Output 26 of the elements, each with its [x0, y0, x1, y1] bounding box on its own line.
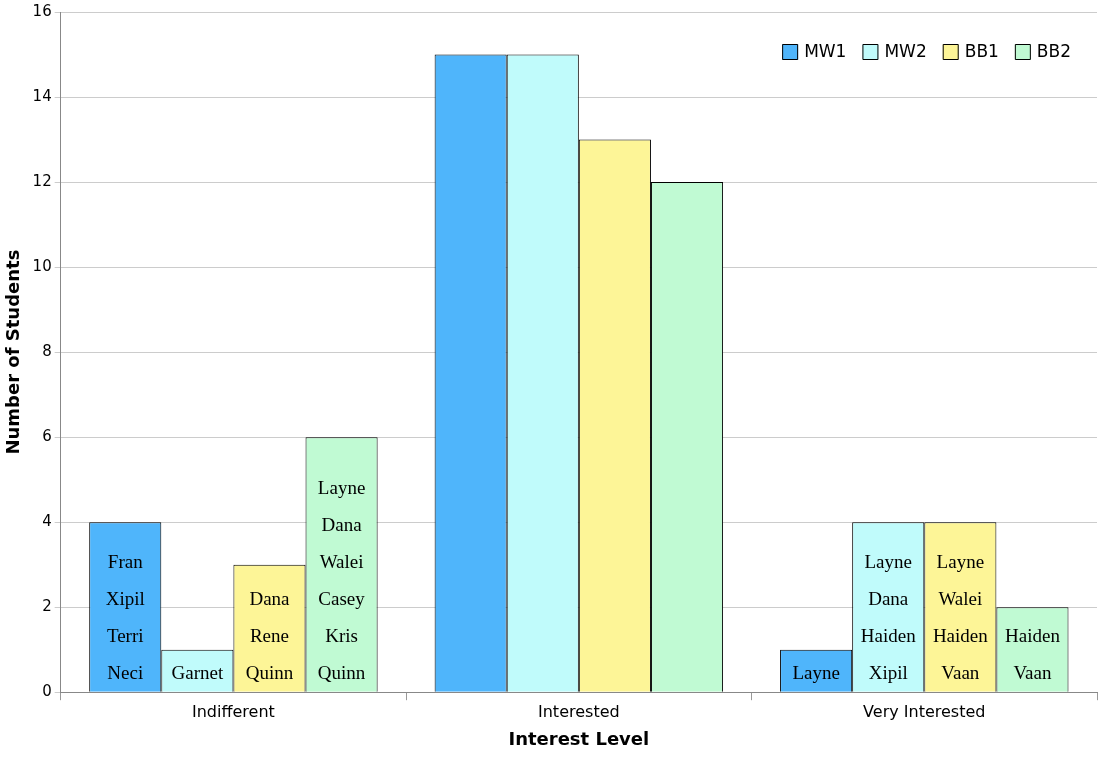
y-tick-label: 16	[32, 1, 52, 20]
y-tick-label: 8	[42, 341, 52, 360]
y-tick-label: 12	[32, 171, 52, 190]
x-tick-label: Interested	[538, 701, 620, 721]
data-label: Garnet	[171, 661, 224, 683]
x-tick-label: Very Interested	[863, 701, 986, 721]
y-tick-label: 0	[42, 682, 52, 701]
data-label: Haiden Vaan	[1005, 624, 1061, 683]
y-tick-label: 4	[42, 512, 52, 531]
y-tick-label: 6	[42, 427, 52, 446]
legend-label: MW2	[884, 41, 927, 62]
data-label: Layne Dana Haiden Xipil	[860, 550, 917, 683]
x-axis-title: Interest Level	[508, 727, 650, 749]
data-label: Dana Rene Quinn	[245, 587, 294, 683]
y-tick-label: 10	[32, 256, 52, 275]
y-tick-label: 2	[42, 597, 52, 616]
data-label: Layne	[792, 661, 840, 683]
legend-label: BB2	[1036, 41, 1072, 62]
x-tick-label: Indifferent	[192, 701, 275, 721]
data-label: Layne Dana Walei Casey Kris Quinn	[317, 476, 366, 683]
legend-label: MW1	[804, 41, 847, 62]
y-tick-label: 14	[32, 86, 52, 105]
legend-label: BB1	[964, 41, 999, 62]
y-axis-title: Number of Students	[2, 249, 24, 455]
data-label: Layne Walei Haiden Vaan	[932, 550, 989, 683]
data-label: Fran Xipil Terri Neci	[105, 550, 145, 683]
